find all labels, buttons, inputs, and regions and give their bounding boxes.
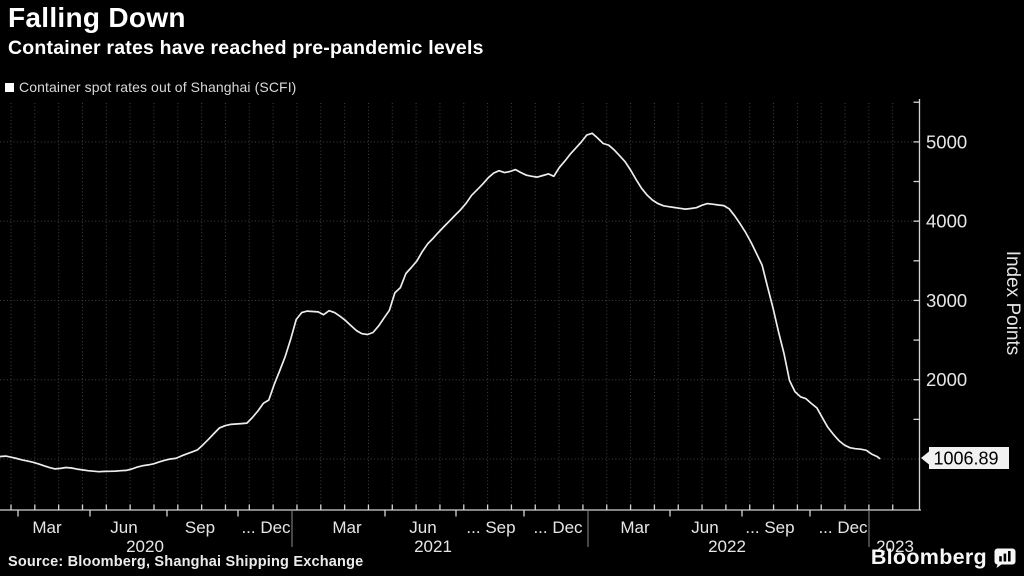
y-axis-title-text: Index Points: [1002, 251, 1023, 356]
y-tick-labels: 2000 3000 4000 5000: [926, 131, 967, 390]
last-value-label: 1006.89: [934, 449, 999, 469]
svg-text:Jun: Jun: [409, 518, 436, 537]
svg-text:Mar: Mar: [332, 518, 362, 537]
y-axis-title: Index Points: [1002, 251, 1023, 356]
svg-text:Mar: Mar: [32, 518, 62, 537]
source-note: Source: Bloomberg, Shanghai Shipping Exc…: [8, 554, 364, 570]
last-value-flag: 1006.89: [921, 447, 1009, 469]
vertical-gridlines: [10, 103, 894, 510]
horizontal-gridlines: [0, 141, 920, 460]
svg-text:2023: 2023: [876, 537, 914, 556]
svg-text:5000: 5000: [926, 131, 967, 152]
svg-text:... Dec: ... Dec: [533, 518, 583, 537]
svg-text:3000: 3000: [926, 290, 967, 311]
y-axis: [913, 99, 921, 510]
svg-text:Jun: Jun: [691, 518, 718, 537]
legend: Container spot rates out of Shanghai (SC…: [5, 79, 296, 95]
bloomberg-logo-text: Bloomberg: [870, 545, 987, 569]
page-title: Falling Down: [8, 2, 186, 33]
x-axis: [0, 504, 921, 517]
svg-text:4000: 4000: [926, 211, 967, 232]
bar-chart-bubble-icon: [994, 548, 1016, 568]
series: [0, 132, 881, 473]
svg-text:2000: 2000: [926, 369, 967, 390]
svg-text:... Dec: ... Dec: [818, 518, 868, 537]
chart-subtitle: Container rates have reached pre-pandemi…: [8, 37, 484, 59]
legend-square-marker-icon: [5, 82, 14, 92]
svg-text:... Sep: ... Sep: [466, 518, 515, 537]
svg-text:Mar: Mar: [620, 518, 650, 537]
bloomberg-logo: Bloomberg: [871, 545, 1016, 570]
x-tick-labels: Mar Jun Sep ... Dec Mar Jun ... Sep ... Dec Mar J…: [32, 518, 868, 537]
year-separators: [291, 511, 870, 547]
svg-text:Jun: Jun: [110, 518, 137, 537]
svg-text:2021: 2021: [414, 537, 452, 556]
x-year-labels: 2020 2021 2022 2023: [126, 537, 914, 556]
svg-text:2020: 2020: [126, 537, 164, 556]
svg-text:Sep: Sep: [185, 518, 215, 537]
legend-label: Container spot rates out of Shanghai (SC…: [19, 79, 297, 95]
svg-text:... Sep: ... Sep: [745, 518, 794, 537]
svg-text:... Dec: ... Dec: [241, 518, 291, 537]
svg-text:2022: 2022: [708, 537, 746, 556]
series-line-scfi: [0, 132, 881, 473]
